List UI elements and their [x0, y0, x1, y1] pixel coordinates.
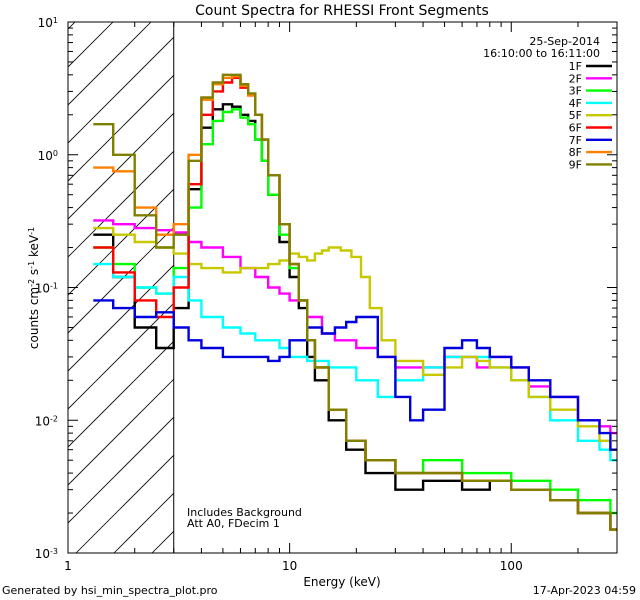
- y-label-exp-3: -1: [27, 227, 36, 235]
- legend-label-6f: 6F: [569, 122, 582, 135]
- series-layer: [93, 73, 617, 531]
- series-line-9f: [93, 73, 617, 531]
- legend-label-7f: 7F: [569, 134, 582, 147]
- legend-label-5f: 5F: [569, 109, 582, 122]
- background-hatched-region: [68, 22, 175, 553]
- series-line-4f: [93, 262, 617, 462]
- series-line-2f: [93, 219, 617, 435]
- series-line-8f: [93, 75, 617, 531]
- observation-time-range: 16:10:00 to 16:11:00: [483, 47, 600, 60]
- annotation-attenuator: Att A0, FDecim 1: [187, 517, 280, 530]
- y-axis-label: counts cm-2 s-1 keV-1: [27, 227, 42, 349]
- series-line-7f: [93, 299, 617, 451]
- hatch-lines: [68, 22, 174, 553]
- y-tick-label: 10-1: [35, 281, 58, 296]
- footer-generator: Generated by hsi_min_spectra_plot.pro: [2, 584, 218, 597]
- x-tick-label: 100: [500, 559, 523, 573]
- axes: 1 10 100 10-3 10-2 10-1 100 101: [35, 16, 618, 573]
- y-tick-label: 10-2: [35, 414, 58, 429]
- y-label-exp-2: -1: [27, 261, 36, 269]
- x-tick-label: 10: [282, 559, 297, 573]
- legend-label-9f: 9F: [569, 158, 582, 171]
- legend-label-2f: 2F: [569, 72, 582, 85]
- chart-title: Count Spectra for RHESSI Front Segments: [195, 3, 489, 19]
- series-line-1f: [93, 103, 617, 531]
- legend-label-8f: 8F: [569, 146, 582, 159]
- y-tick-label: 100: [38, 148, 58, 163]
- y-tick-label: 10-3: [35, 547, 58, 562]
- legend-label-3f: 3F: [569, 85, 582, 98]
- series-line-6f: [93, 76, 617, 531]
- legend-label-4f: 4F: [569, 97, 582, 110]
- x-axis-label: Energy (keV): [303, 575, 380, 589]
- y-tick-label: 101: [38, 16, 58, 31]
- footer-timestamp: 17-Apr-2023 04:59: [533, 584, 636, 597]
- x-tick-label: 1: [64, 559, 72, 573]
- legend-label-1f: 1F: [569, 60, 582, 73]
- annotation-background: Includes Background: [187, 506, 302, 519]
- observation-date: 25-Sep-2014: [529, 35, 600, 48]
- y-label-exp-1: -2: [27, 279, 36, 287]
- series-line-5f: [93, 226, 617, 451]
